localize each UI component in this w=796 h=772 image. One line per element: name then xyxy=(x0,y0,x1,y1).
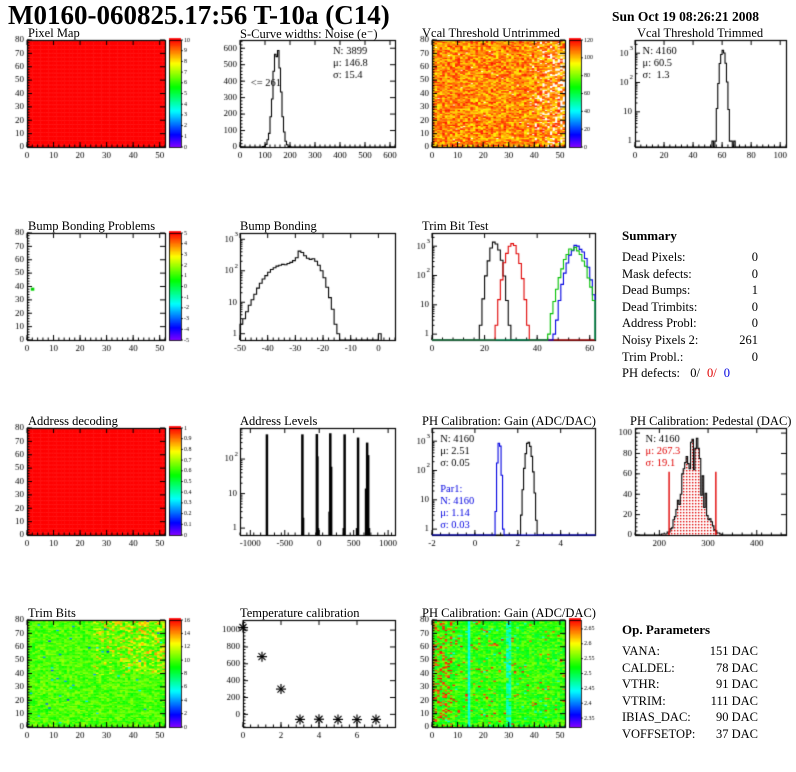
pixel-map-canvas xyxy=(0,25,205,193)
plot-ph-gain-map: PH Calibration: Gain (ADC/DAC) xyxy=(405,605,605,772)
op-parameter-row: IBIAS_DAC: 90 DAC xyxy=(622,710,758,725)
trim-bit-test-canvas xyxy=(405,218,605,386)
trim-bits-canvas xyxy=(0,605,205,772)
plot-bump-bonding: Bump Bonding xyxy=(213,218,405,388)
vcal-trimmed-canvas xyxy=(608,25,796,193)
plot-title: Bump Bonding Problems xyxy=(28,219,156,233)
bump-bonding-problems-canvas xyxy=(0,218,205,386)
plot-address-levels: Address Levels xyxy=(213,413,405,583)
plot-ph-pedestal: PH Calibration: Pedestal (DAC) xyxy=(608,413,796,583)
ph-defects-value-black: 0/ xyxy=(690,366,701,381)
plot-title: Trim Bits xyxy=(28,606,76,620)
summary-row: Noisy Pixels 2: 261 xyxy=(622,332,758,347)
plot-title: PH Calibration: Gain (ADC/DAC) xyxy=(422,606,596,620)
plot-title: S-Curve widths: Noise (e⁻) xyxy=(240,27,378,41)
op-parameter-row: CALDEL: 78 DAC xyxy=(622,660,758,675)
plot-title: Address Levels xyxy=(240,414,318,428)
op-parameter-row: VTRIM: 111 DAC xyxy=(622,693,758,708)
plot-title: Bump Bonding xyxy=(240,219,317,233)
summary-row: Address Probl: 0 xyxy=(622,316,758,331)
plot-title: Pixel Map xyxy=(28,26,80,40)
bump-bonding-canvas xyxy=(213,218,405,386)
plot-title: Vcal Threshold Trimmed xyxy=(637,26,764,40)
plot-ph-gain-hist: PH Calibration: Gain (ADC/DAC) xyxy=(405,413,605,583)
scurve-noise-canvas xyxy=(213,25,405,193)
ph-gain-hist-canvas xyxy=(405,413,605,581)
timestamp: Sun Oct 19 08:26:21 2008 xyxy=(612,9,760,24)
plot-pixel-map: Pixel Map xyxy=(0,25,205,195)
plot-vcal-untrimmed: Vcal Threshold Untrimmed xyxy=(405,25,605,195)
plot-title: Temperature calibration xyxy=(240,606,360,620)
address-levels-canvas xyxy=(213,413,405,581)
plot-title: Address decoding xyxy=(28,414,118,428)
summary-row: Dead Pixels: 0 xyxy=(622,250,758,264)
plot-title: PH Calibration: Gain (ADC/DAC) xyxy=(422,414,596,428)
summary-row: Dead Trimbits: 0 xyxy=(622,299,758,314)
summary-row: Dead Bumps: 1 xyxy=(622,283,758,298)
ph-defects-label: PH defects: xyxy=(622,366,680,381)
op-parameter-row: VTHR: 91 DAC xyxy=(622,677,758,692)
plot-title: Vcal Threshold Untrimmed xyxy=(422,26,560,40)
op-parameter-row: VOFFSETOP: 37 DAC xyxy=(622,726,758,741)
op-parameter-row: VANA: 151 DAC xyxy=(622,644,758,658)
summary-row: Trim Probl.: 0 xyxy=(622,349,758,364)
plot-address-decoding: Address decoding xyxy=(0,413,205,583)
plot-temperature-calibration: Temperature calibration xyxy=(213,605,405,772)
op-parameters-panel: Op. Parameters VANA: 151 DAC CALDEL: 78 DAC… xyxy=(608,605,796,772)
plot-trim-bits: Trim Bits xyxy=(0,605,205,772)
summary-panel: Summary Dead Pixels: 0 Mask defects: 0 Dead … xyxy=(608,218,796,388)
temperature-calibration-canvas xyxy=(213,605,405,772)
ph-defects-value-red: 0/ xyxy=(707,366,717,381)
op-parameters-heading: Op. Parameters xyxy=(622,622,711,637)
plot-scurve-noise: S-Curve widths: Noise (e⁻) xyxy=(213,25,405,195)
summary-rows: Dead Pixels: 0 Mask defects: 0 Dead Bumps: 1 D… xyxy=(622,249,758,365)
ph-pedestal-canvas xyxy=(608,413,796,581)
plot-bump-bonding-problems: Bump Bonding Problems xyxy=(0,218,205,388)
summary-heading: Summary xyxy=(622,228,677,243)
vcal-untrimmed-canvas xyxy=(405,25,605,193)
summary-row: Mask defects: 0 xyxy=(622,266,758,281)
ph-defects-value-blue: 0 xyxy=(723,366,730,381)
plot-vcal-trimmed: Vcal Threshold Trimmed xyxy=(608,25,796,195)
plot-title: PH Calibration: Pedestal (DAC) xyxy=(630,414,792,428)
plot-trim-bit-test: Trim Bit Test xyxy=(405,218,605,388)
address-decoding-canvas xyxy=(0,413,205,581)
plot-title: Trim Bit Test xyxy=(422,219,489,233)
op-parameters-rows: VANA: 151 DAC CALDEL: 78 DAC VTHR: 91 DAC VTRI… xyxy=(622,643,758,743)
ph-gain-map-canvas xyxy=(405,605,605,772)
summary-ph-defects-row: PH defects: 0/ 0/ 0 xyxy=(622,365,758,382)
